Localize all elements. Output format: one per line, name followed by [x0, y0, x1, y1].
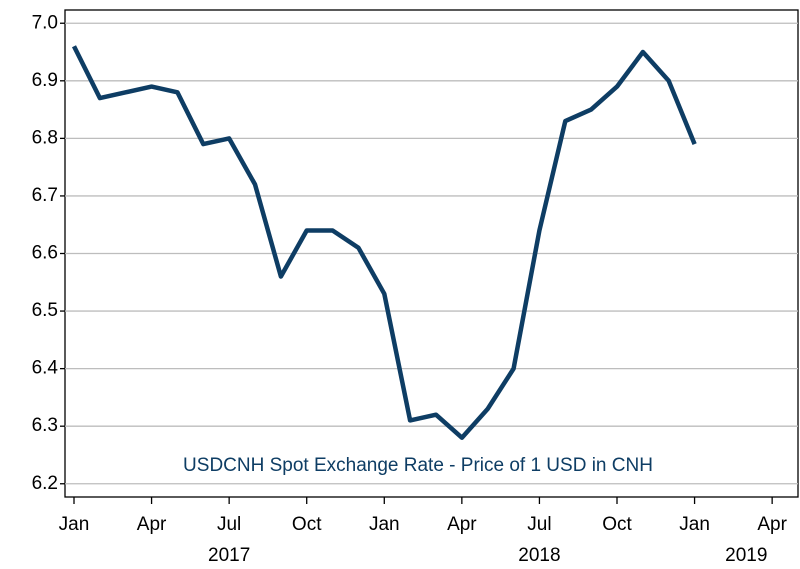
y-tick-label: 6.4	[32, 358, 59, 379]
x-tick-label: Jan	[59, 514, 90, 535]
y-tick-label: 6.8	[32, 127, 58, 148]
series-label: USDCNH Spot Exchange Rate - Price of 1 U…	[183, 455, 653, 476]
y-tick-label: 6.6	[32, 243, 58, 264]
y-tick-label: 6.2	[32, 473, 58, 494]
x-tick-label: Oct	[292, 514, 322, 535]
x-tick-label: Jan	[679, 514, 710, 535]
year-label: 2018	[518, 545, 560, 566]
x-tick-label: Jan	[369, 514, 400, 535]
year-label: 2019	[725, 545, 767, 566]
y-tick-label: 6.5	[32, 300, 58, 321]
y-tick-label: 7.0	[32, 12, 58, 33]
x-tick-label: Jul	[217, 514, 241, 535]
x-tick-label: Apr	[137, 514, 167, 535]
y-tick-label: 6.3	[32, 415, 58, 436]
y-tick-label: 6.7	[32, 185, 58, 206]
x-tick-label: Jul	[527, 514, 551, 535]
x-tick-label: Oct	[602, 514, 632, 535]
y-tick-label: 6.9	[32, 70, 58, 91]
year-label: 2017	[208, 545, 250, 566]
x-tick-label: Apr	[447, 514, 477, 535]
series-line	[71, 45, 697, 440]
x-tick-label: Apr	[757, 514, 787, 535]
